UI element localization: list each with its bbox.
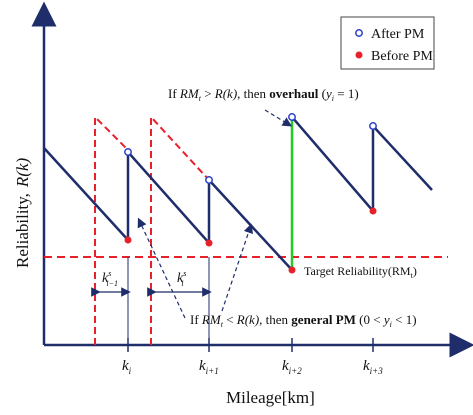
x-tick-label-ki1: ki+1 xyxy=(199,358,219,376)
general-pointer-2 xyxy=(221,223,254,312)
dashed-curve-1 xyxy=(94,114,129,345)
after-pm-marker xyxy=(124,148,132,156)
before-pm-marker xyxy=(205,239,213,247)
interval-label-1: ks i−1 xyxy=(102,269,118,288)
x-tick-label-ki3: ki+3 xyxy=(363,358,383,376)
after-pm-marker xyxy=(205,176,213,184)
legend-before-label: Before PM xyxy=(371,49,433,64)
general-pm-note: If RMt < R(k), then general PM (0 < yi <… xyxy=(190,312,417,329)
legend-after-marker xyxy=(355,29,363,37)
legend-after-label: After PM xyxy=(371,27,425,42)
reliability-curve-after-overhaul xyxy=(291,116,433,215)
legend-before-marker xyxy=(355,51,363,59)
before-pm-marker xyxy=(124,236,132,244)
before-pm-marker xyxy=(288,266,296,274)
y-axis-label: Reliability,R(k) xyxy=(13,157,32,268)
reliability-curve xyxy=(43,147,293,271)
after-pm-marker xyxy=(288,113,296,121)
overhaul-pointer xyxy=(264,109,293,127)
after-pm-marker xyxy=(369,122,377,130)
target-reliability-label: Target Reliability(RMt) xyxy=(304,264,417,280)
before-pm-marker xyxy=(369,207,377,215)
general-pointer-1 xyxy=(137,217,186,319)
overhaul-note: If RMt > R(k), then overhaul (yi = 1) xyxy=(168,86,359,103)
x-axis-label: Mileage[km] xyxy=(226,388,315,407)
x-tick-label-ki2: ki+2 xyxy=(282,358,302,376)
interval-label-2: ks i xyxy=(177,269,186,288)
x-tick-label-ki: ki xyxy=(122,358,132,376)
dashed-curve-2 xyxy=(150,114,210,345)
legend-box xyxy=(340,16,435,70)
